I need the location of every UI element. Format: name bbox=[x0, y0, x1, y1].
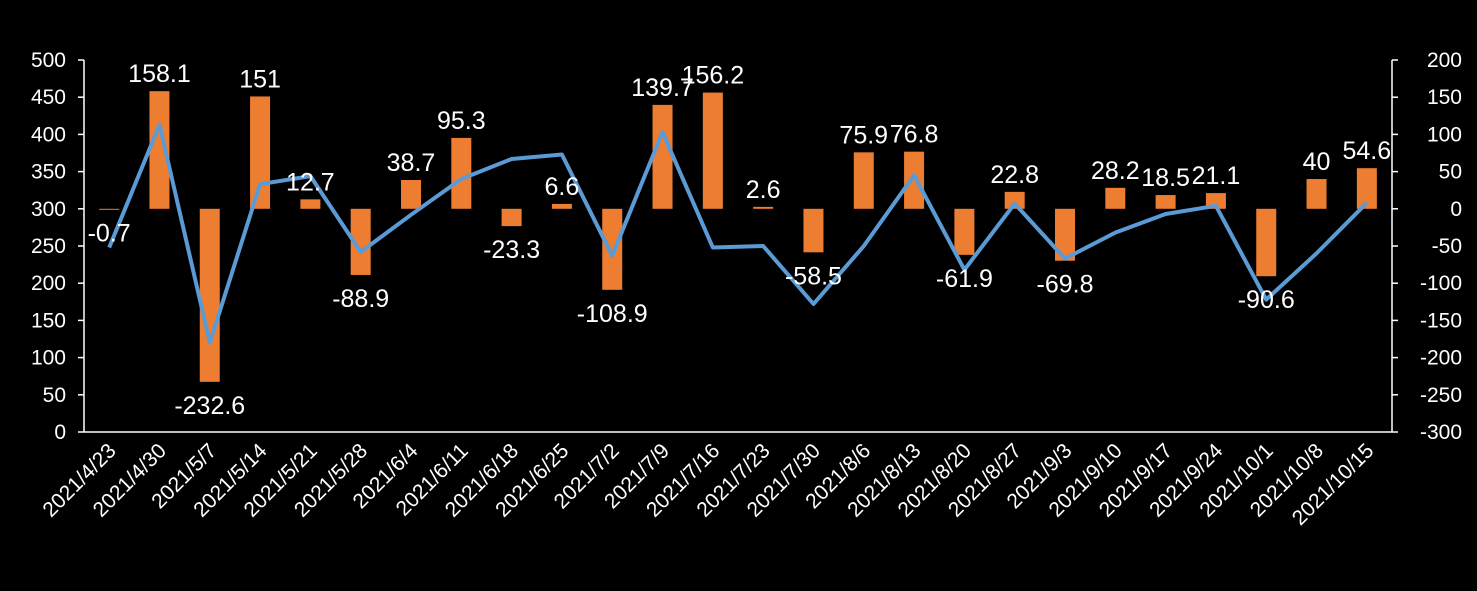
data-label: -69.8 bbox=[1037, 271, 1094, 299]
data-label: -88.9 bbox=[332, 285, 389, 313]
left-tick-label: 400 bbox=[31, 123, 66, 146]
data-label: 12.7 bbox=[286, 168, 335, 196]
data-labels: -0.7 158.1 -232.6 151 12.7 -88.9 38.795.3 -23.3… bbox=[88, 60, 1392, 420]
data-label: 54.6 bbox=[1343, 137, 1392, 165]
bar bbox=[904, 151, 925, 209]
data-label: 95.3 bbox=[437, 107, 486, 135]
right-tick-label: -250 bbox=[1420, 384, 1462, 407]
bar bbox=[1055, 208, 1075, 261]
bar bbox=[199, 208, 220, 382]
right-tick-label: 50 bbox=[1439, 161, 1462, 184]
left-tick-label: 50 bbox=[43, 384, 66, 407]
left-tick-label: 200 bbox=[31, 272, 66, 295]
left-tick-label: 150 bbox=[31, 309, 66, 332]
bar bbox=[451, 137, 472, 209]
left-tick-label: 0 bbox=[54, 421, 66, 444]
data-label: 2.6 bbox=[746, 176, 781, 204]
data-label: 139.7 bbox=[631, 74, 694, 102]
right-tick-label: 100 bbox=[1427, 123, 1462, 146]
bar bbox=[853, 152, 874, 209]
data-label: 158.1 bbox=[128, 60, 191, 88]
bar bbox=[1306, 179, 1327, 209]
left-tick-label: 100 bbox=[31, 347, 66, 370]
bar bbox=[954, 208, 975, 255]
data-label: 28.2 bbox=[1091, 157, 1140, 185]
right-tick-label: -200 bbox=[1420, 347, 1462, 370]
data-label: 75.9 bbox=[839, 121, 888, 149]
data-label: 156.2 bbox=[682, 62, 745, 90]
data-label: 38.7 bbox=[387, 149, 436, 177]
bar bbox=[551, 203, 572, 209]
data-label: -61.9 bbox=[936, 265, 993, 293]
bar bbox=[300, 199, 321, 209]
left-tick-label: 300 bbox=[31, 198, 66, 221]
data-label: 40 bbox=[1303, 148, 1331, 176]
data-label: -58.5 bbox=[785, 262, 842, 290]
data-label: 76.8 bbox=[890, 121, 939, 149]
bar bbox=[99, 208, 120, 210]
bar bbox=[1004, 191, 1025, 209]
bar-series bbox=[99, 91, 1377, 382]
left-tick-label: 500 bbox=[31, 49, 66, 72]
data-label: -108.9 bbox=[577, 300, 648, 328]
right-tick-label: -50 bbox=[1432, 235, 1462, 258]
left-y-axis: 0 50 100 150 200 250 300 350 400 450 500 bbox=[31, 49, 85, 444]
bar bbox=[501, 208, 522, 227]
data-label: 22.8 bbox=[990, 161, 1039, 189]
right-tick-label: 200 bbox=[1427, 49, 1462, 72]
bar bbox=[1356, 168, 1377, 209]
line-path bbox=[107, 122, 1369, 345]
bar bbox=[1155, 195, 1176, 209]
right-tick-label: 150 bbox=[1427, 86, 1462, 109]
data-label: 151 bbox=[239, 65, 281, 93]
data-label: 21.1 bbox=[1192, 162, 1241, 190]
line-series bbox=[107, 122, 1369, 345]
left-tick-label: 250 bbox=[31, 235, 66, 258]
data-label: -23.3 bbox=[483, 236, 540, 264]
bar bbox=[1256, 208, 1277, 277]
data-label: 6.6 bbox=[545, 173, 580, 201]
data-label: 18.5 bbox=[1141, 164, 1190, 192]
right-tick-label: -100 bbox=[1420, 272, 1462, 295]
bar bbox=[602, 208, 623, 290]
right-tick-label: -300 bbox=[1420, 421, 1462, 444]
data-label: -0.7 bbox=[88, 219, 131, 247]
left-tick-label: 450 bbox=[31, 86, 66, 109]
right-tick-label: 0 bbox=[1450, 198, 1462, 221]
bar bbox=[350, 208, 371, 275]
right-tick-label: -150 bbox=[1420, 309, 1462, 332]
bar bbox=[702, 92, 723, 209]
bar bbox=[652, 104, 673, 209]
bar bbox=[753, 206, 774, 209]
bar bbox=[1105, 187, 1126, 209]
right-y-axis: -300 -250 -200 -150 -100 -50 0 50 100 150 200 bbox=[1391, 49, 1462, 444]
bar bbox=[149, 91, 170, 209]
bar bbox=[250, 96, 271, 209]
left-tick-label: 350 bbox=[31, 161, 66, 184]
data-label: -90.6 bbox=[1238, 286, 1295, 314]
data-label: -232.6 bbox=[174, 392, 245, 420]
bar bbox=[401, 180, 421, 209]
bar bbox=[803, 208, 824, 253]
